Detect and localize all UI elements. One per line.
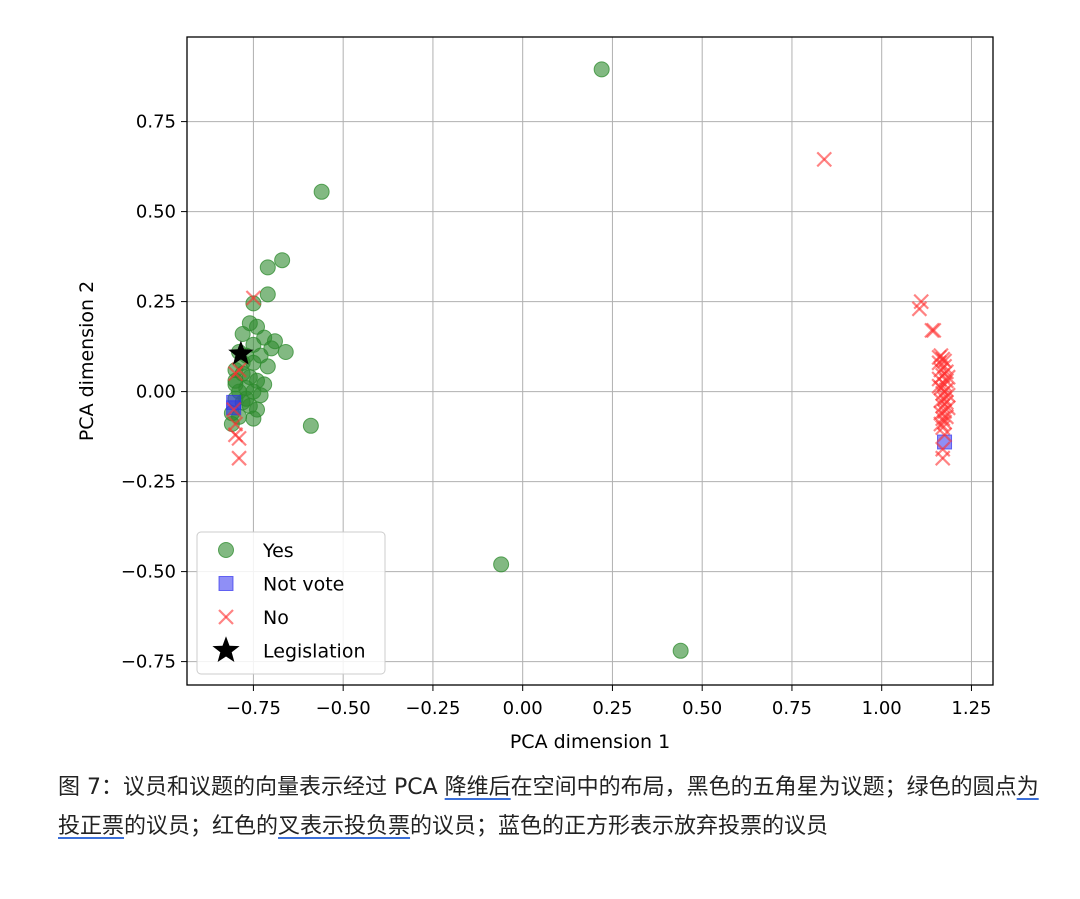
caption-text-3: 的议员；红色的 [124,814,279,839]
no-point-stroke [934,450,951,466]
no-point [231,362,247,378]
pca-scatter-chart: −0.75 −0.50 −0.25 0.00 0.25 0.50 0.75 1.00 1.25 … [76,36,994,753]
no-point [936,414,953,430]
no-point [911,301,928,317]
legend-marker-yes [218,542,234,558]
x-axis-ticks: −0.75 −0.50 −0.25 0.00 0.25 0.50 0.75 1.00 1.25 [226,685,991,719]
no-point-stroke [925,322,942,339]
no-point [931,349,947,366]
legend-label-legislation: Legislation [263,641,366,663]
no-point-stroke [911,301,928,317]
legend-label-not-vote: Not vote [263,574,344,596]
no-point-stroke [931,349,947,366]
yes-point [249,401,266,418]
no-point-stroke [816,151,833,168]
yes-point [259,259,276,276]
no-point-stroke [231,430,247,447]
y-tick-label: 0.75 [136,112,176,133]
y-tick-label: −0.50 [121,562,176,583]
legend-box [196,531,386,675]
y-axis-ticks: −0.75 −0.50 −0.25 0.00 0.25 0.50 0.75 [121,112,187,673]
yes-point [245,295,262,312]
no-point-stroke [936,414,953,430]
y-tick-label: 0.00 [136,382,176,403]
yes-point [672,642,689,659]
no-point-stroke [225,401,242,418]
no-point-stroke [245,290,262,306]
no-point-stroke [924,322,940,339]
no-point [934,450,951,466]
x-tick-label: 0.50 [682,698,722,719]
no-point [936,427,953,443]
caption-text-1: 图 7：议员和议题的向量表示经过 PCA [58,775,445,800]
yes-point [259,358,276,375]
no-point-stroke [936,353,953,369]
no-point [245,290,262,306]
yes-point [223,416,240,432]
no-point-stroke [933,392,949,409]
legend-marker-no-stroke [218,609,234,625]
yes-point [274,252,291,269]
legend-marker-legislation [212,636,240,662]
y-tick-label: 0.50 [136,202,176,223]
no-point [816,151,833,168]
yes-point [493,556,510,573]
no-point-stroke [936,427,953,443]
yes-point [593,61,610,78]
y-tick-label: −0.75 [121,652,176,673]
x-tick-label: −0.25 [405,698,460,719]
no-point [933,416,949,432]
caption-underlined-2: 为投正票 [58,775,1039,839]
y-tick-label: −0.25 [121,472,176,493]
yes-point [259,286,276,303]
yes-point [234,326,251,342]
yes-point [227,372,244,389]
no-point-stroke [231,450,247,466]
x-tick-label: 1.00 [862,698,902,719]
no-point [231,450,247,466]
x-tick-label: 1.25 [951,698,991,719]
legend-marker-no [218,609,234,625]
no-point-stroke [933,416,949,432]
no-point-stroke [231,362,247,378]
no-point [924,322,940,339]
no-point-stroke [938,409,955,425]
no-point-stroke [931,355,947,371]
legend-marker-not-vote [218,576,234,591]
no-point [231,430,247,447]
no-point [938,409,955,425]
no-point [925,322,942,339]
data-points [223,61,956,659]
legislation-point [228,340,254,365]
yes-point [302,417,319,434]
legend: Yes Not vote No Legislation [196,531,386,675]
no-point-stroke [934,419,951,436]
y-tick-label: 0.25 [136,292,176,313]
x-tick-label: −0.50 [316,698,371,719]
caption-text-4: 的议员；蓝色的正方形表示放弃投票的议员 [410,814,829,839]
x-tick-label: 0.25 [592,698,632,719]
caption-underlined-3: 叉表示投负票 [278,814,411,839]
y-axis-label: PCA dimension 2 [76,281,98,441]
x-tick-label: 0.00 [503,698,543,719]
x-tick-label: −0.75 [226,698,281,719]
caption-text-2: 在空间中的布局，黑色的五角星为议题；绿色的圆点 [510,775,1017,800]
x-tick-label: 0.75 [772,698,812,719]
legend-label-yes: Yes [262,540,294,562]
plot-frame [186,36,994,686]
legend-label-no: No [263,607,289,629]
no-point [225,401,242,418]
x-axis-label: PCA dimension 1 [510,731,670,753]
caption-underlined-1: 降维后 [444,775,511,800]
figure-caption: 图 7：议员和议题的向量表示经过 PCA 降维后在空间中的布局，黑色的五角星为议… [58,768,1058,846]
no-point-stroke [931,378,947,394]
no-point [931,378,947,394]
yes-point [313,183,330,200]
not-vote-point [226,400,242,416]
